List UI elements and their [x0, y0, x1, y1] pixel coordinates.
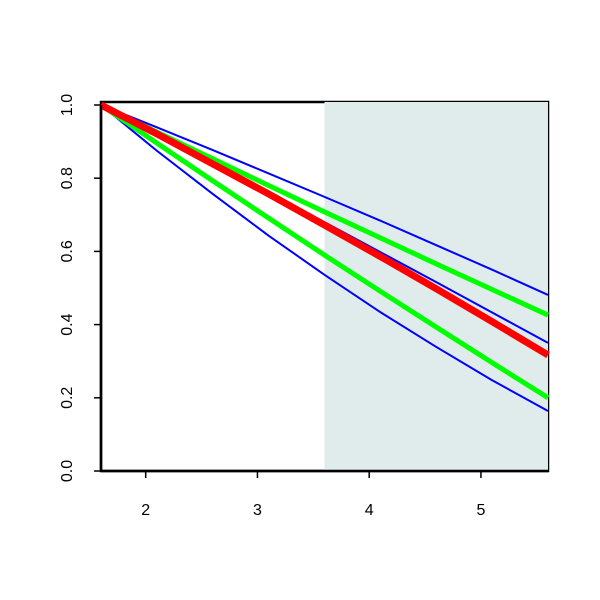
x-tick-label: 5	[476, 502, 485, 519]
y-tick-label: 0.8	[59, 167, 76, 189]
y-tick-label: 0.6	[59, 240, 76, 262]
y-tick-label: 0.2	[59, 387, 76, 409]
x-tick-label: 2	[141, 502, 150, 519]
curve	[99, 102, 550, 400]
y-tick-label: 1.0	[59, 94, 76, 116]
x-tick-label: 4	[365, 502, 374, 519]
curve	[99, 101, 550, 358]
y-tick-label: 0.0	[59, 460, 76, 482]
curve	[100, 104, 549, 296]
curve	[100, 104, 549, 412]
y-tick-label: 0.4	[59, 313, 76, 335]
x-tick-label: 3	[253, 502, 262, 519]
